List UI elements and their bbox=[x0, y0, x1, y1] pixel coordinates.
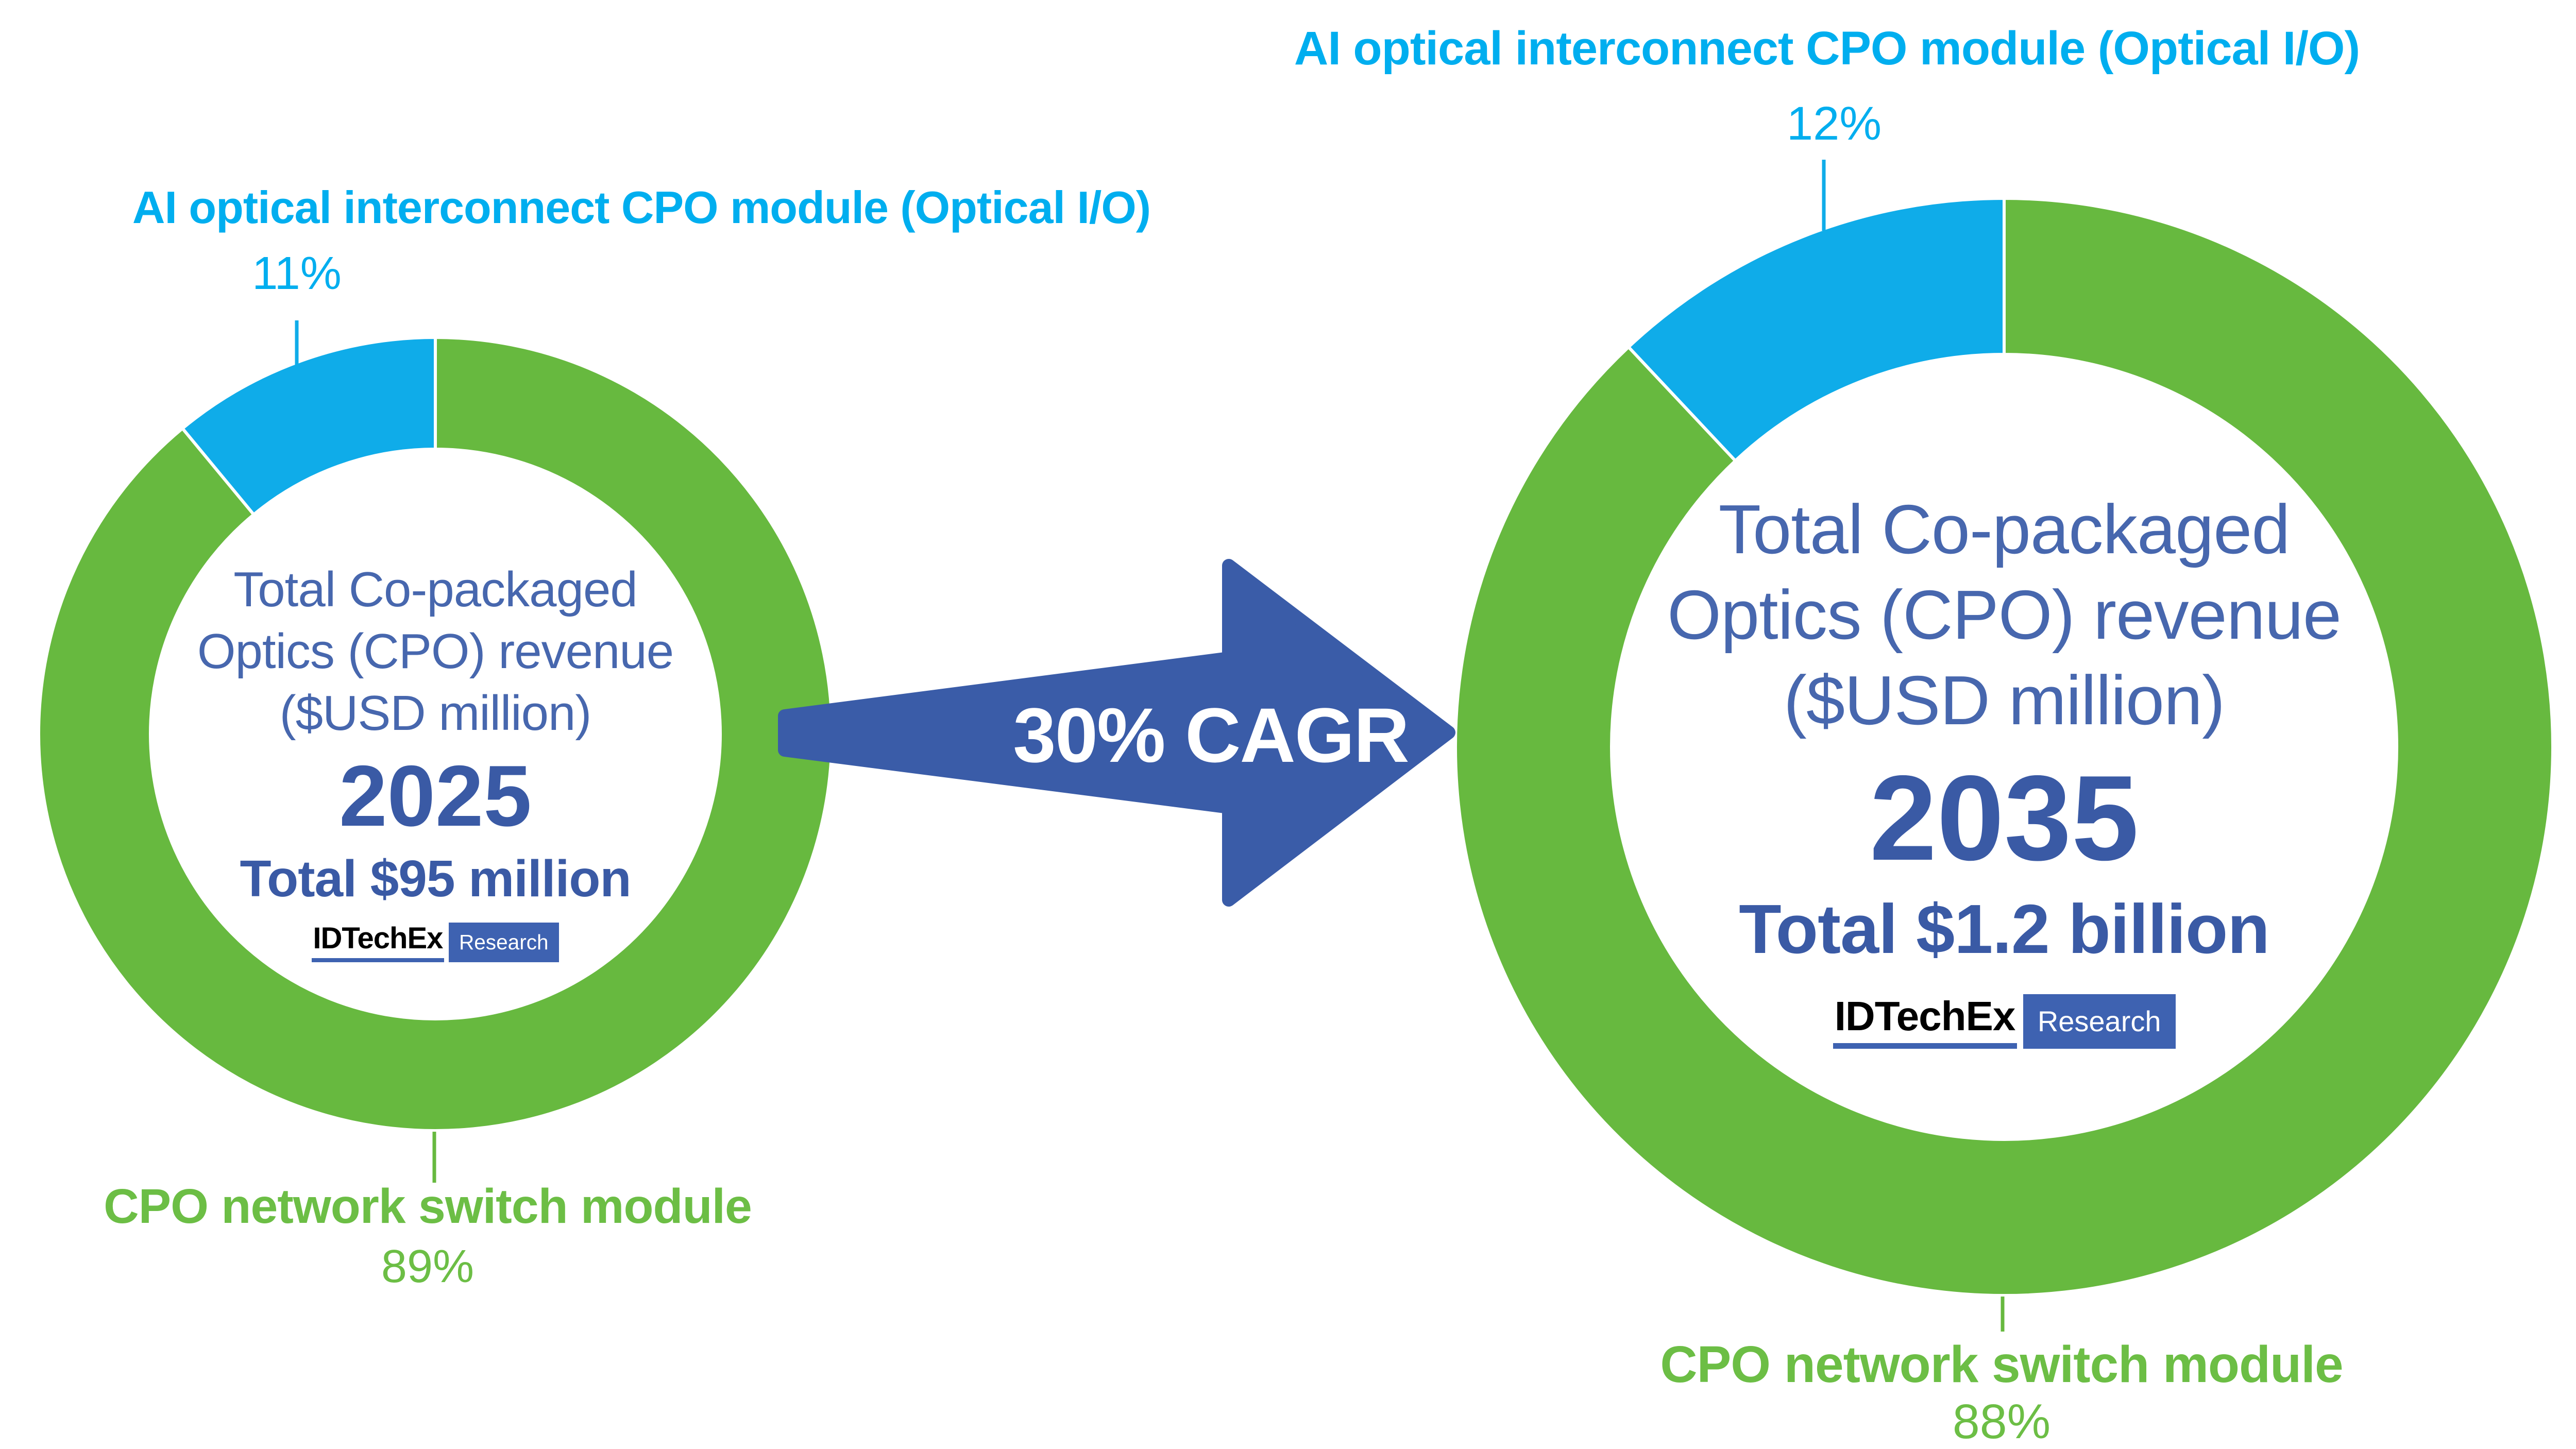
callout-value-ai-2025: 11% bbox=[252, 248, 342, 299]
idtechex-logo-research-badge: Research bbox=[448, 923, 559, 962]
idtechex-logo-research-badge: Research bbox=[2023, 994, 2176, 1049]
callout-label-ai-2025: AI optical interconnect CPO module (Opti… bbox=[132, 182, 1151, 233]
year-2035: 2035 bbox=[1869, 750, 2139, 885]
donut-slice-2035-88% bbox=[1454, 196, 2554, 1297]
idtechex-logo-name: IDTechEx bbox=[312, 922, 444, 962]
total-revenue-2025: Total $95 million bbox=[240, 850, 631, 908]
callout-value-switch-2035: 88% bbox=[1952, 1394, 2051, 1449]
idtechex-logo-name: IDTechEx bbox=[1833, 994, 2017, 1049]
idtechex-logo: IDTechEx Research bbox=[312, 922, 559, 962]
center-title-line: Optics (CPO) revenue bbox=[1667, 576, 2342, 654]
cagr-arrow-icon bbox=[778, 559, 1455, 907]
callout-label-ai-2035: AI optical interconnect CPO module (Opti… bbox=[1294, 22, 2360, 75]
center-title-line: Total Co-packaged bbox=[233, 562, 637, 617]
center-title-line: ($USD million) bbox=[279, 686, 592, 741]
donut-center-2025: Total Co-packaged Optics (CPO) revenue (… bbox=[111, 559, 760, 962]
donut-slice-2025-11% bbox=[180, 335, 437, 517]
year-2025: 2025 bbox=[339, 747, 532, 844]
total-revenue-2035: Total $1.2 billion bbox=[1739, 890, 2270, 968]
callout-label-switch-2035: CPO network switch module bbox=[1660, 1336, 2343, 1393]
donut-slice-2025-89% bbox=[37, 335, 834, 1132]
donut-chart-2035 bbox=[1454, 196, 2554, 1297]
center-title-line: Optics (CPO) revenue bbox=[197, 624, 674, 679]
donut-slice-2035-12% bbox=[1626, 196, 2006, 463]
callout-value-ai-2035: 12% bbox=[1786, 97, 1882, 150]
donut-center-2035: Total Co-packaged Optics (CPO) revenue (… bbox=[1553, 487, 2455, 1049]
idtechex-logo: IDTechEx Research bbox=[1833, 994, 2176, 1049]
center-title-line: ($USD million) bbox=[1783, 661, 2225, 739]
donut-chart-2025 bbox=[37, 335, 834, 1132]
cagr-arrow-label: 30% CAGR bbox=[1013, 692, 1410, 778]
callout-label-switch-2025: CPO network switch module bbox=[104, 1179, 752, 1234]
callout-value-switch-2025: 89% bbox=[381, 1241, 474, 1292]
center-title-line: Total Co-packaged bbox=[1718, 490, 2291, 568]
